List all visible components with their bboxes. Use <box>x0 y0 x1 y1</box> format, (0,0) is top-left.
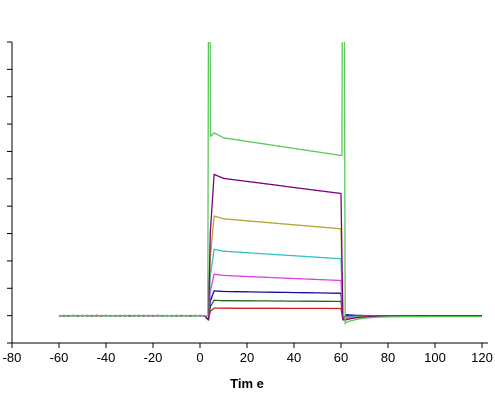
x-axis-title: Tim e <box>230 376 264 391</box>
x-tick-label: 20 <box>240 350 254 365</box>
x-tick-label: 60 <box>334 350 348 365</box>
series-line <box>58 215 482 321</box>
series-line <box>58 173 482 321</box>
x-ticks: -80 -60 -40 -20 0 20 40 60 80 100 120 <box>3 343 493 365</box>
x-tick-label: -40 <box>97 350 116 365</box>
x-tick-label: -60 <box>50 350 69 365</box>
axes <box>11 42 488 344</box>
x-tick-label: 40 <box>287 350 301 365</box>
series-line <box>58 42 482 325</box>
series-line <box>58 273 482 321</box>
series-line <box>58 307 482 321</box>
y-ticks <box>7 41 12 344</box>
x-tick-label: 100 <box>424 350 446 365</box>
x-tick-label: -20 <box>144 350 163 365</box>
x-tick-label: 80 <box>381 350 395 365</box>
x-tick-label: 0 <box>196 350 203 365</box>
plot-area <box>58 42 482 325</box>
x-tick-label: 120 <box>471 350 493 365</box>
series-line <box>58 248 482 321</box>
x-tick-label: -80 <box>3 350 22 365</box>
